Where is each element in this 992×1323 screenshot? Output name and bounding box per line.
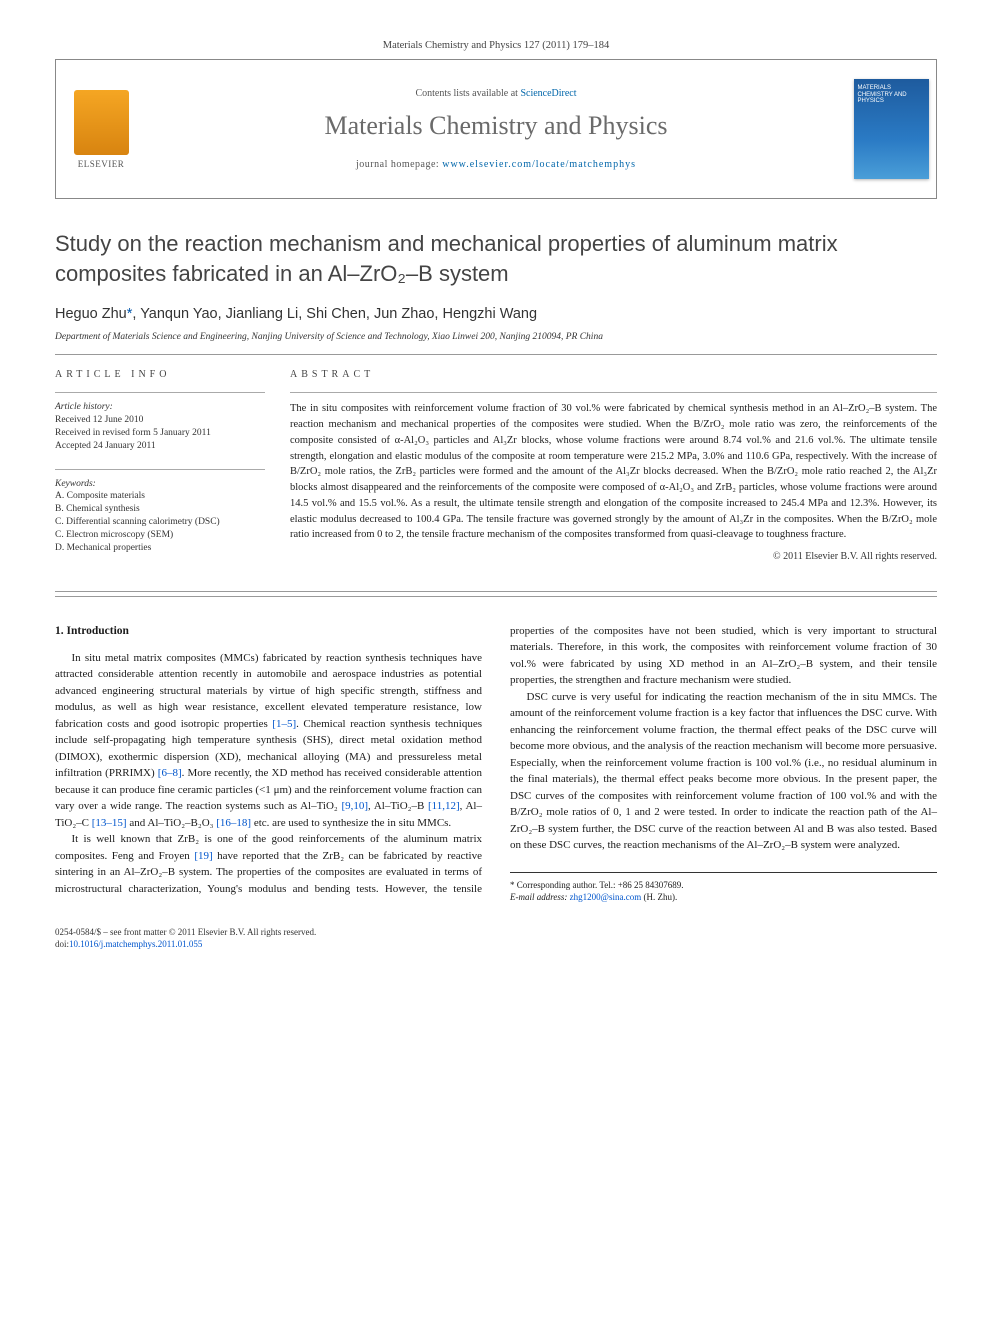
revised-date: Received in revised form 5 January 2011 [55, 427, 265, 440]
keyword: B. Chemical synthesis [55, 503, 265, 516]
email-label: E-mail address: [510, 892, 570, 902]
journal-homepage: journal homepage: www.elsevier.com/locat… [356, 159, 636, 170]
elsevier-logo: ELSEVIER [56, 60, 146, 198]
elsevier-tree-icon [74, 90, 129, 155]
keywords-label: Keywords: [55, 478, 265, 491]
accepted-date: Accepted 24 January 2011 [55, 440, 265, 453]
keyword: A. Composite materials [55, 490, 265, 503]
header-center: Contents lists available at ScienceDirec… [146, 60, 846, 198]
elsevier-label: ELSEVIER [78, 159, 125, 169]
keywords-block: Keywords: A. Composite materials B. Chem… [55, 478, 265, 555]
article-history: Article history: Received 12 June 2010 R… [55, 401, 265, 452]
journal-title: Materials Chemistry and Physics [324, 111, 667, 141]
contents-prefix: Contents lists available at [415, 88, 520, 99]
abstract-divider [290, 392, 937, 393]
body-columns: 1. Introduction In situ metal matrix com… [55, 623, 937, 904]
reference-link[interactable]: [6–8] [158, 767, 182, 779]
contents-available: Contents lists available at ScienceDirec… [415, 88, 576, 99]
cover-image: MATERIALS CHEMISTRY AND PHYSICS [854, 79, 929, 179]
keyword: D. Mechanical properties [55, 542, 265, 555]
corresponding-author-note: * Corresponding author. Tel.: +86 25 843… [510, 872, 937, 904]
footer-copyright: 0254-0584/$ – see front matter © 2011 El… [55, 926, 937, 939]
abstract-text: The in situ composites with reinforcemen… [290, 401, 937, 543]
doi-prefix: doi: [55, 939, 69, 949]
info-divider-2 [55, 469, 265, 470]
reference-link[interactable]: [19] [194, 850, 212, 862]
divider-top [55, 354, 937, 355]
sciencedirect-link[interactable]: ScienceDirect [520, 88, 576, 99]
reference-link[interactable]: [9,10] [341, 800, 368, 812]
homepage-link[interactable]: www.elsevier.com/locate/matchemphys [442, 159, 636, 170]
cover-thumbnail: MATERIALS CHEMISTRY AND PHYSICS [846, 60, 936, 198]
received-date: Received 12 June 2010 [55, 414, 265, 427]
affiliation: Department of Materials Science and Engi… [55, 332, 937, 342]
article-info-column: article info Article history: Received 1… [55, 369, 265, 570]
authors: Heguo Zhu*, Yanqun Yao, Jianliang Li, Sh… [55, 306, 937, 322]
reference-link[interactable]: [11,12] [428, 800, 460, 812]
abstract-copyright: © 2011 Elsevier B.V. All rights reserved… [290, 551, 937, 562]
reference-link[interactable]: [1–5] [272, 718, 296, 730]
abstract-column: abstract The in situ composites with rei… [290, 369, 937, 570]
journal-reference: Materials Chemistry and Physics 127 (201… [55, 40, 937, 51]
article-title: Study on the reaction mechanism and mech… [55, 229, 937, 288]
reference-link[interactable]: [16–18] [216, 817, 251, 829]
divider-mid-2 [55, 596, 937, 597]
keyword: C. Electron microscopy (SEM) [55, 529, 265, 542]
email-link[interactable]: zhg1200@sina.com [570, 892, 642, 902]
info-divider [55, 392, 265, 393]
reference-link[interactable]: [13–15] [92, 817, 127, 829]
abstract-heading: abstract [290, 369, 937, 380]
email-suffix: (H. Zhu). [641, 892, 677, 902]
history-label: Article history: [55, 401, 265, 414]
body-paragraph: In situ metal matrix composites (MMCs) f… [55, 650, 482, 832]
keyword: C. Differential scanning calorimetry (DS… [55, 516, 265, 529]
page-footer: 0254-0584/$ – see front matter © 2011 El… [55, 926, 937, 951]
divider-mid [55, 591, 937, 592]
body-paragraph: DSC curve is very useful for indicating … [510, 689, 937, 854]
cover-text: MATERIALS CHEMISTRY AND PHYSICS [858, 85, 925, 105]
article-info-heading: article info [55, 369, 265, 380]
corr-author-tel: * Corresponding author. Tel.: +86 25 843… [510, 879, 937, 892]
journal-header: ELSEVIER Contents lists available at Sci… [55, 59, 937, 199]
doi-link[interactable]: 10.1016/j.matchemphys.2011.01.055 [69, 939, 202, 949]
section-heading-1: 1. Introduction [55, 623, 482, 640]
homepage-prefix: journal homepage: [356, 159, 442, 170]
